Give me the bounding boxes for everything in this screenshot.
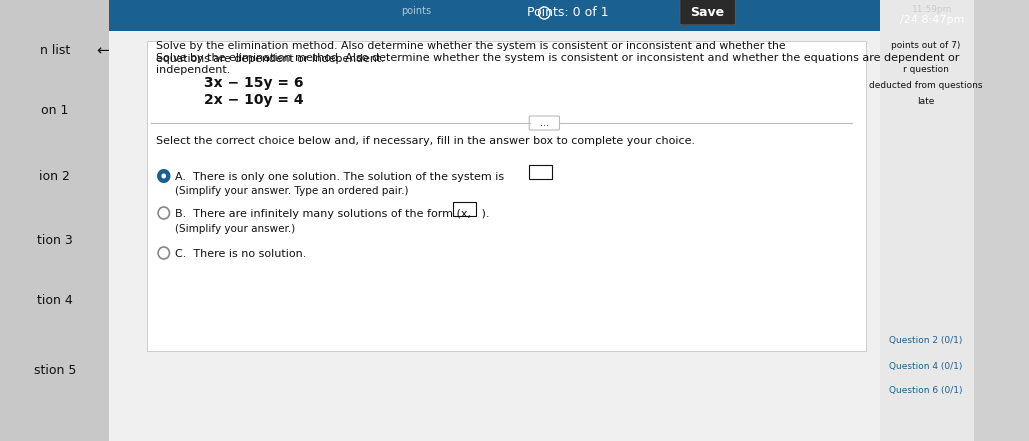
Text: 3x − 15y = 6: 3x − 15y = 6	[204, 76, 303, 90]
Text: late: late	[917, 97, 934, 105]
Text: (Simplify your answer.): (Simplify your answer.)	[175, 224, 295, 234]
FancyBboxPatch shape	[0, 0, 109, 441]
Text: points out of 7): points out of 7)	[891, 41, 960, 51]
Circle shape	[158, 170, 170, 182]
FancyBboxPatch shape	[454, 202, 476, 216]
Text: ←: ←	[96, 44, 109, 59]
Text: Points: 0 of 1: Points: 0 of 1	[527, 7, 609, 19]
Text: Save: Save	[690, 5, 724, 19]
Text: points: points	[401, 6, 431, 16]
Text: ...: ...	[540, 118, 548, 128]
FancyBboxPatch shape	[529, 165, 552, 179]
Text: Solve by the elimination method. Also determine whether the system is consistent: Solve by the elimination method. Also de…	[156, 41, 786, 51]
Text: n list: n list	[40, 45, 70, 57]
Text: ion 2: ion 2	[39, 169, 70, 183]
Text: r question: r question	[902, 64, 949, 74]
Text: (Simplify your answer. Type an ordered pair.): (Simplify your answer. Type an ordered p…	[175, 186, 409, 196]
Text: 2x − 10y = 4: 2x − 10y = 4	[204, 93, 304, 107]
Text: Question 2 (0/1): Question 2 (0/1)	[889, 336, 962, 345]
FancyBboxPatch shape	[109, 0, 881, 441]
Text: Question 4 (0/1): Question 4 (0/1)	[889, 362, 962, 370]
Circle shape	[162, 173, 166, 179]
Text: C.  There is no solution.: C. There is no solution.	[175, 249, 307, 259]
Text: A.  There is only one solution. The solution of the system is: A. There is only one solution. The solut…	[175, 172, 504, 182]
FancyBboxPatch shape	[147, 41, 866, 351]
Text: Select the correct choice below and, if necessary, fill in the answer box to com: Select the correct choice below and, if …	[156, 136, 696, 146]
Circle shape	[158, 207, 170, 219]
Text: Solve by the elimination method. Also determine whether the system is consistent: Solve by the elimination method. Also de…	[156, 53, 960, 75]
Text: on 1: on 1	[41, 105, 69, 117]
Circle shape	[158, 247, 170, 259]
Text: equations are dependent or independent.: equations are dependent or independent.	[156, 54, 385, 64]
FancyBboxPatch shape	[109, 0, 881, 31]
Text: tion 3: tion 3	[37, 235, 73, 247]
Text: tion 4: tion 4	[37, 295, 73, 307]
Text: 11:59pm: 11:59pm	[913, 4, 953, 14]
FancyBboxPatch shape	[529, 116, 560, 130]
Text: /24 8:47pm: /24 8:47pm	[900, 15, 964, 25]
Text: Question 6 (0/1): Question 6 (0/1)	[889, 386, 962, 396]
Text: deducted from questions: deducted from questions	[870, 82, 983, 90]
Text: stion 5: stion 5	[34, 365, 76, 377]
FancyBboxPatch shape	[680, 0, 736, 25]
FancyBboxPatch shape	[881, 0, 974, 441]
Text: B.  There are infinitely many solutions of the form (x,   ).: B. There are infinitely many solutions o…	[175, 209, 490, 219]
